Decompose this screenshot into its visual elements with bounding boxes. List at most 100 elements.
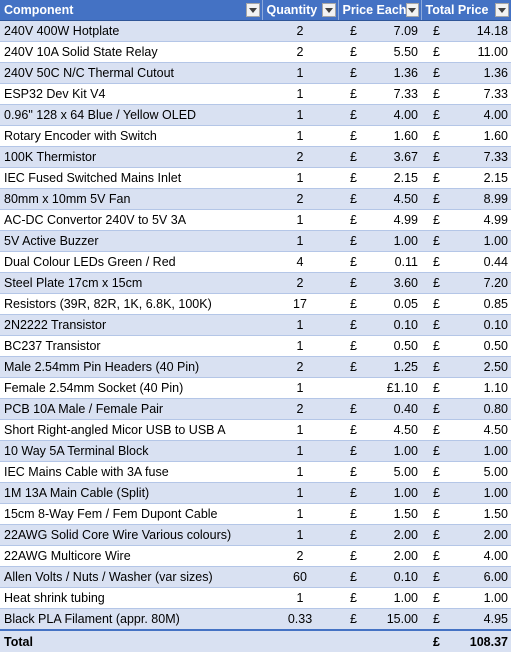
quantity-cell[interactable]: 60 (262, 566, 338, 588)
component-cell[interactable]: AC-DC Convertor 240V to 5V 3A (0, 209, 262, 231)
price-each-cell[interactable]: £4.99 (338, 209, 421, 231)
component-cell[interactable]: Rotary Encoder with Switch (0, 125, 262, 147)
quantity-cell[interactable]: 4 (262, 251, 338, 273)
component-cell[interactable]: Dual Colour LEDs Green / Red (0, 251, 262, 273)
total-price-cell[interactable]: £4.99 (421, 209, 511, 231)
filter-dropdown-icon[interactable] (494, 3, 509, 17)
price-each-cell[interactable]: £0.10 (338, 566, 421, 588)
component-cell[interactable]: Steel Plate 17cm x 15cm (0, 272, 262, 294)
price-each-cell[interactable]: £1.36 (338, 62, 421, 84)
component-cell[interactable]: BC237 Transistor (0, 335, 262, 357)
price-each-cell[interactable]: £1.60 (338, 125, 421, 147)
quantity-cell[interactable]: 2 (262, 146, 338, 168)
price-each-cell[interactable]: £1.50 (338, 503, 421, 525)
quantity-cell[interactable]: 2 (262, 545, 338, 567)
price-each-cell[interactable]: £1.10 (338, 377, 421, 399)
quantity-cell[interactable]: 2 (262, 41, 338, 63)
header-component[interactable]: Component (0, 0, 263, 21)
price-each-cell[interactable]: £0.11 (338, 251, 421, 273)
price-each-cell[interactable]: £0.50 (338, 335, 421, 357)
component-cell[interactable]: 10 Way 5A Terminal Block (0, 440, 262, 462)
header-quantity[interactable]: Quantity (262, 0, 339, 21)
price-each-cell[interactable]: £4.50 (338, 188, 421, 210)
price-each-cell[interactable]: £3.60 (338, 272, 421, 294)
component-cell[interactable]: 100K Thermistor (0, 146, 262, 168)
price-each-cell[interactable]: £2.15 (338, 167, 421, 189)
component-cell[interactable]: Heat shrink tubing (0, 587, 262, 609)
component-cell[interactable]: 22AWG Multicore Wire (0, 545, 262, 567)
quantity-cell[interactable]: 1 (262, 104, 338, 126)
total-price-cell[interactable]: £1.00 (421, 587, 511, 609)
component-cell[interactable]: Short Right-angled Micor USB to USB A (0, 419, 262, 441)
total-price-cell[interactable]: £6.00 (421, 566, 511, 588)
total-price-cell[interactable]: £2.00 (421, 524, 511, 546)
price-each-cell[interactable]: £1.00 (338, 230, 421, 252)
price-each-cell[interactable]: £4.50 (338, 419, 421, 441)
filter-dropdown-icon[interactable] (321, 3, 336, 17)
quantity-cell[interactable]: 2 (262, 20, 338, 42)
filter-dropdown-icon[interactable] (245, 3, 260, 17)
price-each-cell[interactable]: £0.05 (338, 293, 421, 315)
quantity-cell[interactable]: 1 (262, 587, 338, 609)
total-price-cell[interactable]: £4.95 (421, 608, 511, 631)
total-price-cell[interactable]: £1.36 (421, 62, 511, 84)
quantity-cell[interactable]: 1 (262, 335, 338, 357)
price-each-cell[interactable]: £5.50 (338, 41, 421, 63)
price-each-cell[interactable]: £3.67 (338, 146, 421, 168)
price-each-cell[interactable]: £1.00 (338, 482, 421, 504)
quantity-cell[interactable]: 1 (262, 167, 338, 189)
component-cell[interactable]: Male 2.54mm Pin Headers (40 Pin) (0, 356, 262, 378)
quantity-cell[interactable]: 1 (262, 377, 338, 399)
component-cell[interactable]: 240V 400W Hotplate (0, 20, 262, 42)
quantity-cell[interactable]: 0.33 (262, 608, 338, 631)
total-price-cell[interactable]: £1.00 (421, 440, 511, 462)
price-each-cell[interactable]: £0.40 (338, 398, 421, 420)
component-cell[interactable]: 1M 13A Main Cable (Split) (0, 482, 262, 504)
quantity-cell[interactable]: 1 (262, 230, 338, 252)
total-price-cell[interactable]: £0.80 (421, 398, 511, 420)
quantity-cell[interactable]: 1 (262, 209, 338, 231)
total-price-cell[interactable]: £1.60 (421, 125, 511, 147)
component-cell[interactable]: Female 2.54mm Socket (40 Pin) (0, 377, 262, 399)
total-price-cell[interactable]: £11.00 (421, 41, 511, 63)
total-price-cell[interactable]: £7.33 (421, 83, 511, 105)
component-cell[interactable]: 0.96" 128 x 64 Blue / Yellow OLED (0, 104, 262, 126)
total-price-cell[interactable]: £7.33 (421, 146, 511, 168)
component-cell[interactable]: 5V Active Buzzer (0, 230, 262, 252)
component-cell[interactable]: 2N2222 Transistor (0, 314, 262, 336)
price-each-cell[interactable]: £7.09 (338, 20, 421, 42)
component-cell[interactable]: IEC Fused Switched Mains Inlet (0, 167, 262, 189)
quantity-cell[interactable]: 17 (262, 293, 338, 315)
total-price-cell[interactable]: £4.00 (421, 104, 511, 126)
quantity-cell[interactable]: 2 (262, 356, 338, 378)
total-price-cell[interactable]: £1.10 (421, 377, 511, 399)
price-each-cell[interactable]: £4.00 (338, 104, 421, 126)
quantity-cell[interactable]: 1 (262, 524, 338, 546)
price-each-cell[interactable]: £0.10 (338, 314, 421, 336)
total-price-cell[interactable]: £0.44 (421, 251, 511, 273)
quantity-cell[interactable]: 1 (262, 83, 338, 105)
total-price-cell[interactable]: £1.50 (421, 503, 511, 525)
quantity-cell[interactable]: 2 (262, 272, 338, 294)
component-cell[interactable]: PCB 10A Male / Female Pair (0, 398, 262, 420)
component-cell[interactable]: 22AWG Solid Core Wire Various colours) (0, 524, 262, 546)
total-price-cell[interactable]: £4.00 (421, 545, 511, 567)
quantity-cell[interactable]: 1 (262, 482, 338, 504)
component-cell[interactable]: 15cm 8-Way Fem / Fem Dupont Cable (0, 503, 262, 525)
price-each-cell[interactable]: £2.00 (338, 524, 421, 546)
total-price-cell[interactable]: £2.50 (421, 356, 511, 378)
quantity-cell[interactable]: 1 (262, 440, 338, 462)
price-each-cell[interactable]: £2.00 (338, 545, 421, 567)
quantity-cell[interactable]: 1 (262, 503, 338, 525)
total-price-cell[interactable]: £7.20 (421, 272, 511, 294)
header-price-each[interactable]: Price Each (338, 0, 422, 21)
quantity-cell[interactable]: 1 (262, 314, 338, 336)
price-each-cell[interactable]: £7.33 (338, 83, 421, 105)
quantity-cell[interactable]: 1 (262, 461, 338, 483)
filter-dropdown-icon[interactable] (406, 3, 419, 17)
quantity-cell[interactable]: 1 (262, 62, 338, 84)
component-cell[interactable]: Black PLA Filament (appr. 80M) (0, 608, 262, 631)
total-price-cell[interactable]: £8.99 (421, 188, 511, 210)
component-cell[interactable]: ESP32 Dev Kit V4 (0, 83, 262, 105)
component-cell[interactable]: 80mm x 10mm 5V Fan (0, 188, 262, 210)
